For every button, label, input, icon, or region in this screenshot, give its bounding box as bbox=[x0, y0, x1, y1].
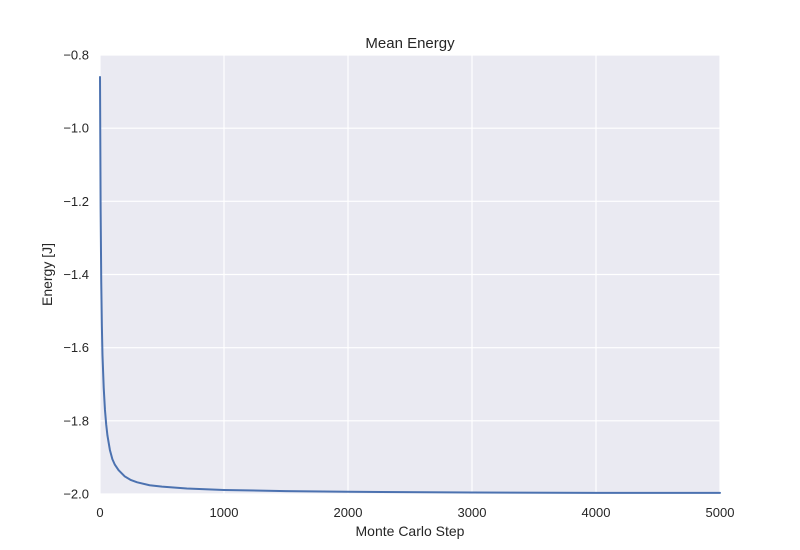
y-tick-label: −1.4 bbox=[63, 267, 89, 282]
x-tick-label: 0 bbox=[96, 505, 103, 520]
x-axis-label: Monte Carlo Step bbox=[356, 523, 465, 539]
x-tick-label: 2000 bbox=[334, 505, 363, 520]
y-tick-label: −1.0 bbox=[63, 121, 89, 136]
x-tick-label: 1000 bbox=[210, 505, 239, 520]
grid-lines bbox=[99, 54, 721, 495]
chart-title: Mean Energy bbox=[365, 35, 455, 52]
x-tick-label: 4000 bbox=[582, 505, 611, 520]
y-tick-label: −1.8 bbox=[63, 413, 89, 428]
y-tick-labels: −2.0 −1.8 −1.6 −1.4 −1.2 −1.0 −0.8 bbox=[63, 48, 89, 502]
x-tick-labels: 0 1000 2000 3000 4000 5000 bbox=[96, 505, 734, 520]
x-tick-label: 5000 bbox=[706, 505, 735, 520]
series-layer bbox=[99, 75, 721, 494]
series-line-mean-energy bbox=[99, 75, 721, 494]
y-tick-label: −0.8 bbox=[63, 48, 89, 63]
y-axis-label: Energy [J] bbox=[39, 243, 55, 306]
x-tick-label: 3000 bbox=[458, 505, 487, 520]
y-tick-label: −1.2 bbox=[63, 194, 89, 209]
y-tick-label: −2.0 bbox=[63, 487, 89, 502]
y-tick-label: −1.6 bbox=[63, 340, 89, 355]
